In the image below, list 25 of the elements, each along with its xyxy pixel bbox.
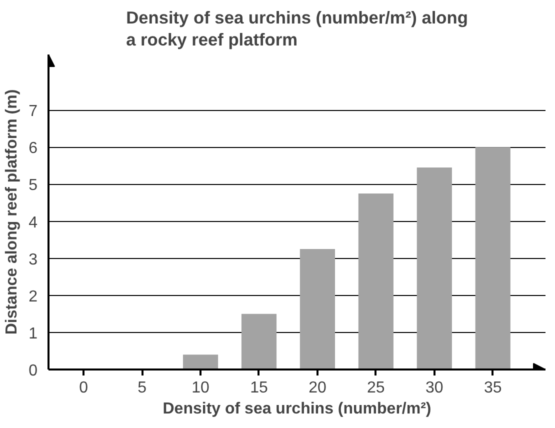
bar xyxy=(241,314,277,370)
chart-title: Density of sea urchins (number/m²) along a rocky reef platform xyxy=(126,8,468,50)
bar xyxy=(300,249,336,370)
x-tick-label: 5 xyxy=(138,380,147,396)
x-axis-title: Density of sea urchins (number/m²) xyxy=(162,400,432,418)
bar xyxy=(182,354,218,370)
y-tick-label: 0 xyxy=(28,362,38,380)
bar xyxy=(358,193,394,370)
y-tick-label: 1 xyxy=(28,325,38,342)
y-axis-title: Distance along reef platform (m) xyxy=(4,89,21,335)
x-tick-label: 0 xyxy=(79,380,88,396)
y-tick-label: 4 xyxy=(28,214,38,232)
x-tick-label: 15 xyxy=(250,380,268,396)
y-tick-label: 7 xyxy=(28,103,38,120)
bar xyxy=(475,147,510,370)
x-tick-label: 10 xyxy=(192,380,210,396)
y-tick-label: 2 xyxy=(28,288,38,306)
x-tick-label: 20 xyxy=(308,380,326,396)
y-tick-label: 5 xyxy=(28,177,38,194)
x-tick-label: 25 xyxy=(367,380,385,396)
x-tick-label: 30 xyxy=(426,380,444,396)
x-tick-label: 35 xyxy=(484,380,502,396)
y-tick-label: 6 xyxy=(28,140,38,158)
y-tick-label: 3 xyxy=(28,251,38,268)
bar xyxy=(416,168,452,370)
